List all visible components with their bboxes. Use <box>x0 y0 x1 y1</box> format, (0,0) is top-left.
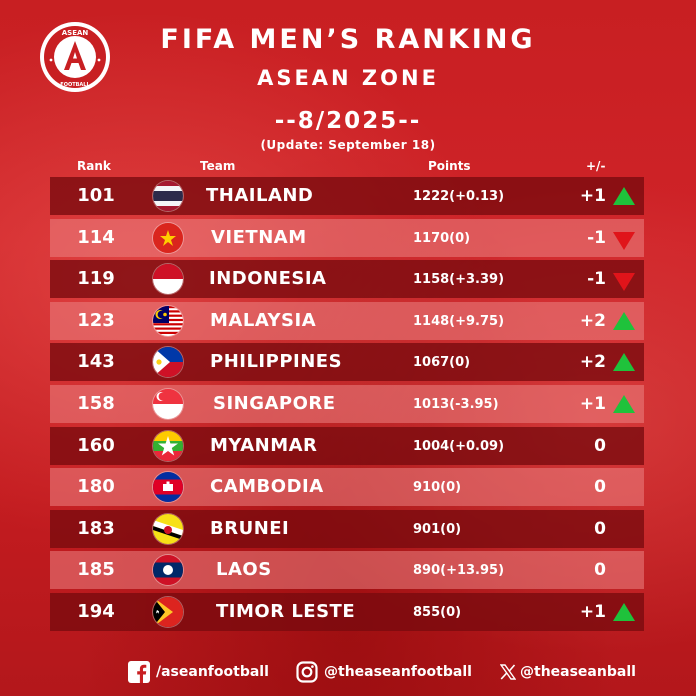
change-cell: +1 <box>579 601 606 622</box>
team-cell: BRUNEI <box>210 517 290 539</box>
instagram-icon <box>296 661 318 683</box>
points-cell: 901(0) <box>413 521 462 537</box>
change-cell: 0 <box>594 435 606 456</box>
up-arrow-icon <box>613 353 635 372</box>
table-row: 119 INDONESIA 1158(+3.39) -1 <box>50 260 644 299</box>
svg-text:FOOTBALL: FOOTBALL <box>60 82 90 88</box>
cambodia-flag-icon <box>153 472 183 503</box>
points-cell: 855(0) <box>413 604 462 620</box>
points-cell: 1013(-3.95) <box>413 396 499 412</box>
up-arrow-icon <box>613 394 635 413</box>
team-cell: INDONESIA <box>209 268 327 290</box>
x-label: @theaseanball <box>520 664 636 680</box>
points-cell: 1148(+9.75) <box>413 313 505 329</box>
change-cell: -1 <box>587 269 606 290</box>
vietnam-flag-icon <box>153 222 183 253</box>
rank-cell: 185 <box>77 559 115 581</box>
points-cell: 1170(0) <box>413 230 471 246</box>
down-arrow-icon <box>613 231 635 250</box>
team-cell: LAOS <box>216 559 272 581</box>
table-row: 194 TIMOR LESTE 855(0) +1 <box>50 592 644 631</box>
team-cell: PHILIPPINES <box>210 351 343 373</box>
up-arrow-icon <box>613 187 635 205</box>
table-row: 143 PHILIPPINES 1067(0) +2 <box>50 343 644 382</box>
rank-cell: 119 <box>77 268 115 290</box>
table-row: 160 MYANMAR 1004(+0.09) 0 <box>50 426 644 465</box>
singapore-flag-icon <box>153 388 183 419</box>
thailand-flag-icon <box>153 181 183 211</box>
myanmar-flag-icon <box>153 430 183 461</box>
change-cell: 0 <box>594 560 606 581</box>
asean-football-logo: ASEAN FOOTBALL <box>38 20 112 94</box>
team-cell: VIETNAM <box>211 226 307 248</box>
ranking-period: --8/2025-- <box>274 108 422 134</box>
down-arrow-icon <box>613 273 635 292</box>
facebook-icon <box>128 661 150 683</box>
page-title: FIFA MEN’S RANKING <box>160 24 536 55</box>
rank-cell: 143 <box>77 351 115 373</box>
table-row: 183 BRUNEI 901(0) 0 <box>50 509 644 548</box>
team-cell: TIMOR LESTE <box>216 600 356 622</box>
rank-cell: 123 <box>77 309 115 331</box>
table-row: 158 SINGAPORE 1013(-3.95) +1 <box>50 384 644 423</box>
laos-flag-icon <box>153 555 183 586</box>
rank-cell: 114 <box>77 226 115 248</box>
brunei-flag-icon <box>153 513 183 544</box>
svg-text:ASEAN: ASEAN <box>62 29 89 37</box>
up-arrow-icon <box>613 602 635 621</box>
indonesia-flag-icon <box>153 264 183 295</box>
zone-subtitle: ASEAN ZONE <box>257 66 439 90</box>
philippines-flag-icon <box>153 347 183 378</box>
facebook-label: /aseanfootball <box>156 664 269 680</box>
points-cell: 1222(+0.13) <box>413 189 505 204</box>
social-footer: /aseanfootball @theaseanfootball @thease… <box>0 660 696 686</box>
points-cell: 890(+13.95) <box>413 563 505 579</box>
change-column-header: +/- <box>586 159 606 173</box>
table-row: 101 THAILAND 1222(+0.13) +1 <box>50 177 644 215</box>
rank-cell: 158 <box>77 392 115 414</box>
team-column-header: Team <box>200 159 236 173</box>
points-cell: 1067(0) <box>413 355 471 371</box>
rank-cell: 180 <box>77 476 115 498</box>
timor-leste-flag-icon <box>153 596 183 627</box>
change-cell: +1 <box>579 186 606 206</box>
team-cell: MYANMAR <box>210 434 318 456</box>
change-cell: 0 <box>594 518 606 539</box>
instagram-label: @theaseanfootball <box>324 664 472 680</box>
rank-column-header: Rank <box>77 159 111 173</box>
rank-cell: 183 <box>77 517 115 539</box>
points-cell: 910(0) <box>413 480 462 496</box>
table-row: 180 CAMBODIA 910(0) 0 <box>50 468 644 507</box>
table-row: 114 VIETNAM 1170(0) -1 <box>50 218 644 257</box>
change-cell: -1 <box>587 227 606 248</box>
table-row: 185 LAOS 890(+13.95) 0 <box>50 551 644 590</box>
up-arrow-icon <box>613 311 635 330</box>
team-cell: MALAYSIA <box>210 309 317 331</box>
malaysia-flag-icon <box>153 305 183 336</box>
points-cell: 1158(+3.39) <box>413 272 505 288</box>
change-cell: +1 <box>579 393 606 414</box>
rank-cell: 101 <box>77 185 115 206</box>
team-cell: SINGAPORE <box>213 392 336 414</box>
change-cell: +2 <box>579 310 606 331</box>
team-cell: CAMBODIA <box>210 476 324 498</box>
x-icon <box>499 664 517 680</box>
rank-cell: 160 <box>77 434 115 456</box>
team-cell: THAILAND <box>206 185 314 206</box>
change-cell: +2 <box>579 352 606 373</box>
update-date: (Update: September 18) <box>260 138 436 152</box>
ranking-table: 101 THAILAND 1222(+0.13) +1 114 VIETNAM … <box>50 177 644 635</box>
rank-cell: 194 <box>77 600 115 622</box>
table-row: 123 MALAYSIA 1148(+9.75) +2 <box>50 301 644 340</box>
points-cell: 1004(+0.09) <box>413 438 505 454</box>
points-column-header: Points <box>428 159 471 173</box>
change-cell: 0 <box>594 477 606 498</box>
